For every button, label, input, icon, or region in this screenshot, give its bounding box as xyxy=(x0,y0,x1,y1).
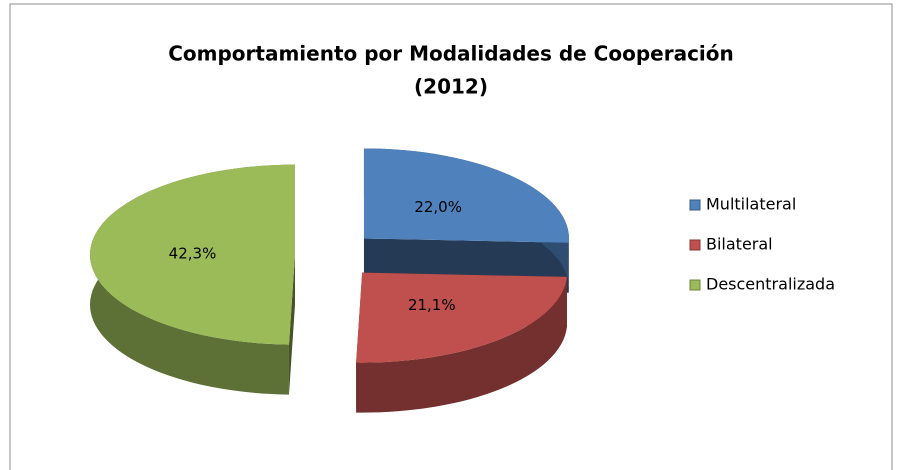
data-label: 42,3% xyxy=(169,244,217,262)
legend-label: Descentralizada xyxy=(706,275,835,294)
legend-marker xyxy=(689,239,701,251)
data-label: 21,1% xyxy=(408,296,456,314)
slice-wall xyxy=(288,254,296,395)
slice-side xyxy=(356,276,567,413)
chart-title: Comportamiento por Modalidades de Cooper… xyxy=(168,42,734,66)
legend-label: Bilateral xyxy=(706,235,773,254)
pie-slice xyxy=(363,148,569,243)
legend-marker xyxy=(689,199,701,211)
data-label: 22,0% xyxy=(414,198,462,216)
legend-marker xyxy=(689,279,701,291)
pie-slice xyxy=(356,272,567,363)
pie-slice xyxy=(90,164,296,345)
chart-title: (2012) xyxy=(414,75,488,99)
legend-label: Multilateral xyxy=(706,195,796,214)
